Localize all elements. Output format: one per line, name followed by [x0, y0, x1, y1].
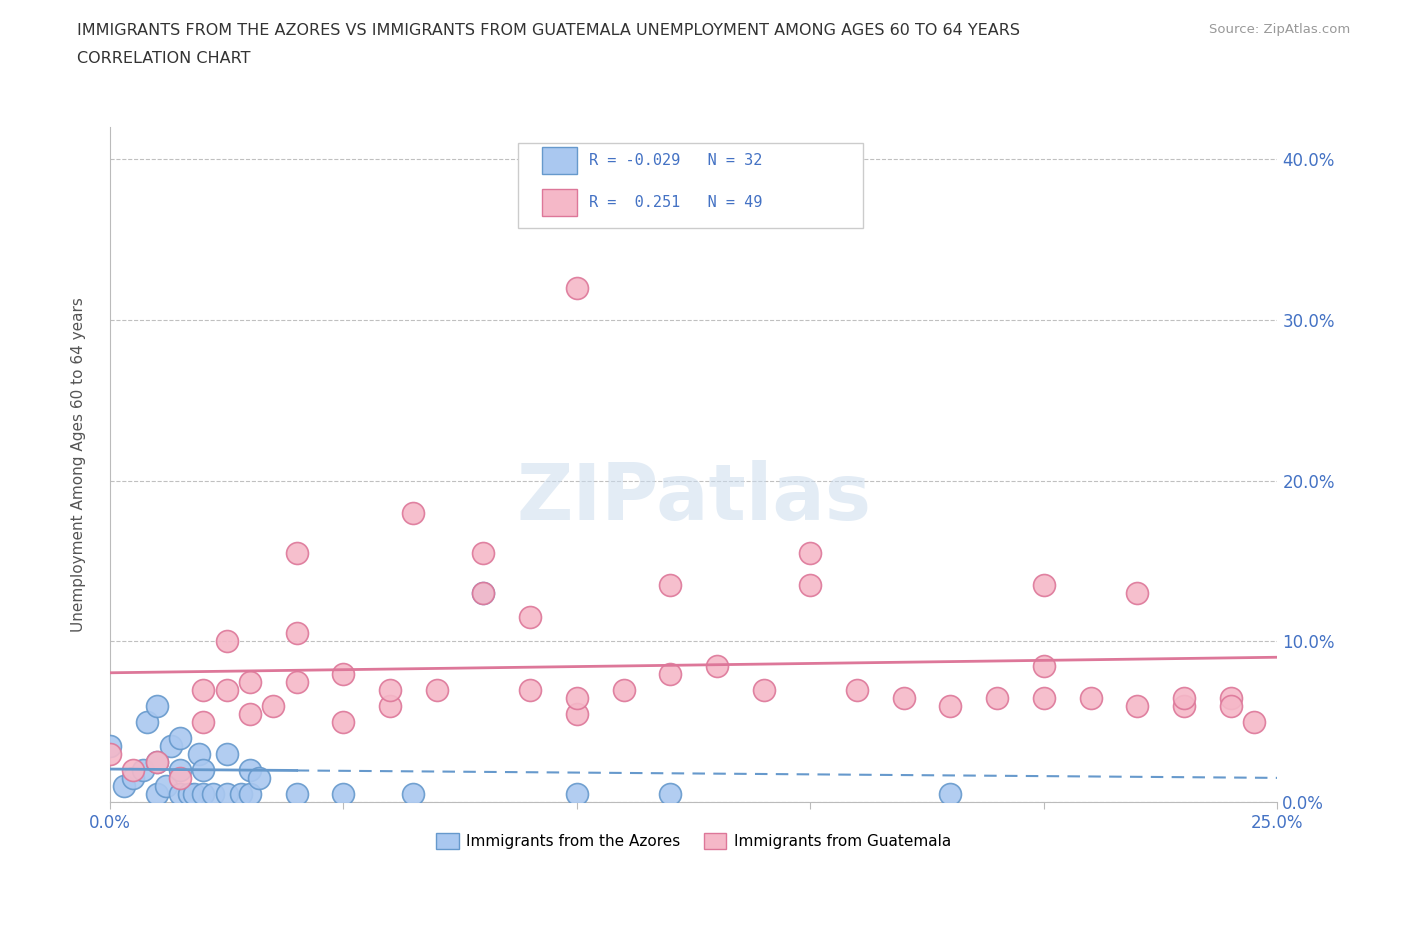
Point	[155, 778, 177, 793]
Point	[332, 666, 354, 681]
Point	[1032, 690, 1054, 705]
Point	[1126, 586, 1149, 601]
Point	[472, 546, 495, 561]
Text: R =  0.251   N = 49: R = 0.251 N = 49	[589, 195, 762, 210]
Point	[183, 787, 205, 802]
Point	[215, 683, 238, 698]
Point	[169, 787, 191, 802]
Point	[262, 698, 284, 713]
Point	[659, 578, 682, 592]
Point	[145, 698, 167, 713]
Legend: Immigrants from the Azores, Immigrants from Guatemala: Immigrants from the Azores, Immigrants f…	[430, 828, 957, 856]
Point	[706, 658, 728, 673]
Point	[1219, 690, 1241, 705]
Point	[613, 683, 636, 698]
Point	[285, 546, 308, 561]
Point	[215, 634, 238, 649]
Text: Source: ZipAtlas.com: Source: ZipAtlas.com	[1209, 23, 1350, 36]
Point	[285, 626, 308, 641]
Point	[122, 771, 145, 786]
Point	[846, 683, 869, 698]
Point	[187, 747, 209, 762]
Text: ZIPatlas: ZIPatlas	[516, 460, 872, 537]
Point	[239, 674, 262, 689]
Point	[519, 610, 541, 625]
Point	[799, 546, 821, 561]
Point	[939, 787, 962, 802]
Point	[939, 698, 962, 713]
Point	[285, 674, 308, 689]
Point	[169, 771, 191, 786]
Point	[332, 787, 354, 802]
Point	[215, 787, 238, 802]
Point	[1032, 658, 1054, 673]
Point	[122, 763, 145, 777]
Point	[332, 714, 354, 729]
Point	[239, 763, 262, 777]
Point	[1219, 698, 1241, 713]
Text: CORRELATION CHART: CORRELATION CHART	[77, 51, 250, 66]
Point	[986, 690, 1008, 705]
Point	[201, 787, 224, 802]
Point	[145, 787, 167, 802]
Point	[247, 771, 270, 786]
Point	[145, 755, 167, 770]
Point	[145, 755, 167, 770]
Point	[402, 505, 425, 520]
Point	[565, 690, 588, 705]
Point	[659, 787, 682, 802]
Point	[131, 763, 153, 777]
Point	[239, 787, 262, 802]
Point	[136, 714, 159, 729]
Point	[659, 666, 682, 681]
Point	[1243, 714, 1265, 729]
Point	[472, 586, 495, 601]
Point	[169, 763, 191, 777]
Text: R = -0.029   N = 32: R = -0.029 N = 32	[589, 153, 762, 168]
Point	[752, 683, 775, 698]
Point	[378, 698, 401, 713]
Point	[565, 787, 588, 802]
Point	[1080, 690, 1102, 705]
Point	[519, 683, 541, 698]
Point	[1032, 578, 1054, 592]
Point	[1173, 698, 1195, 713]
Point	[285, 787, 308, 802]
Point	[1126, 698, 1149, 713]
Point	[472, 586, 495, 601]
Point	[169, 731, 191, 746]
FancyBboxPatch shape	[519, 143, 863, 228]
Point	[565, 707, 588, 722]
FancyBboxPatch shape	[541, 190, 576, 217]
Point	[112, 778, 135, 793]
Point	[426, 683, 449, 698]
Point	[193, 787, 215, 802]
Point	[799, 578, 821, 592]
Point	[215, 747, 238, 762]
Point	[565, 280, 588, 295]
Point	[179, 787, 201, 802]
Point	[193, 714, 215, 729]
Point	[893, 690, 915, 705]
Y-axis label: Unemployment Among Ages 60 to 64 years: Unemployment Among Ages 60 to 64 years	[72, 297, 86, 631]
Point	[1173, 690, 1195, 705]
Point	[239, 707, 262, 722]
Point	[193, 763, 215, 777]
Point	[378, 683, 401, 698]
FancyBboxPatch shape	[541, 147, 576, 174]
Point	[229, 787, 252, 802]
Point	[98, 738, 121, 753]
Point	[193, 683, 215, 698]
Point	[402, 787, 425, 802]
Point	[98, 747, 121, 762]
Point	[159, 738, 181, 753]
Text: IMMIGRANTS FROM THE AZORES VS IMMIGRANTS FROM GUATEMALA UNEMPLOYMENT AMONG AGES : IMMIGRANTS FROM THE AZORES VS IMMIGRANTS…	[77, 23, 1021, 38]
